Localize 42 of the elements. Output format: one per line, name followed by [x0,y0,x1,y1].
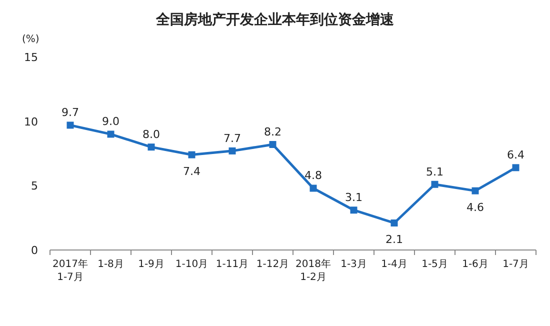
y-tick-label: 10 [24,115,38,128]
x-tick-label: 1-6月 [462,259,488,270]
point [148,144,155,151]
data-label: 5.1 [426,165,444,178]
point [310,184,317,192]
point [472,187,479,194]
point [390,219,398,226]
point [512,164,520,172]
data-label: 8.2 [264,125,282,138]
point [431,180,438,188]
data-label: 3.1 [345,191,362,204]
y-tick-label: 15 [24,51,38,64]
chart-title: 全国房地产开发企业本年到位资金增速 [155,11,395,28]
y-tick-label: 5 [31,180,38,193]
x-tick-label: 1-8月 [98,259,124,270]
x-tick-label: 1-11月 [216,259,249,270]
data-label: 6.4 [507,148,524,162]
data-label: 7.7 [224,132,241,145]
point [188,151,196,158]
point [107,130,114,138]
x-tick-label: 1-4月 [381,259,408,270]
x-tick-label: 1-9月 [138,259,164,270]
data-label: 8.0 [142,128,160,142]
data-label: 9.7 [62,106,79,120]
y-tick-label: 0 [31,244,38,257]
x-tick-label: 1-7月 [502,259,529,270]
x-tick-label: 2017年 1-7月 [52,258,88,283]
point [228,147,236,154]
point [350,206,358,214]
x-tick-label: 1-10月 [175,259,208,270]
data-label: 4.8 [304,169,322,182]
data-label: 7.4 [183,164,200,178]
data-label: 9.0 [102,115,120,128]
x-tick-label: 1-5月 [422,259,448,270]
data-label: 4.6 [466,200,484,214]
point [269,140,276,148]
data-label: 2.1 [386,232,403,246]
x-tick-label: 2018年 1-2月 [296,258,331,283]
y-axis-title: (%) [22,34,40,45]
x-tick-label: 1-12月 [256,259,290,270]
x-tick-label: 1-3月 [340,259,367,270]
point [66,122,74,129]
